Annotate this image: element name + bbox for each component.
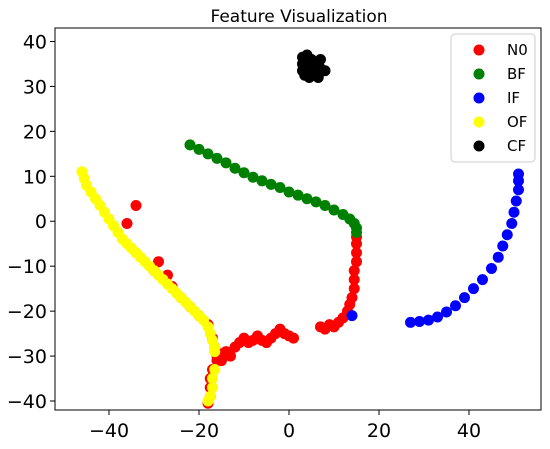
legend: N0 BF IF OF CF [450, 33, 536, 163]
point-n0-45 [346, 292, 358, 304]
y-tick-label: 40 [23, 31, 47, 53]
point-if-0 [346, 310, 358, 322]
point-if-8 [468, 283, 479, 295]
point-if-15 [508, 206, 520, 218]
legend-label-of: OF [507, 113, 527, 131]
point-if-14 [506, 217, 518, 229]
point-if-3 [423, 314, 434, 326]
point-n0-48 [348, 265, 360, 277]
legend-label-cf: CF [507, 137, 526, 155]
point-bf-14 [310, 196, 322, 208]
y-tick-label: 20 [23, 121, 47, 143]
point-if-9 [477, 274, 488, 286]
point-n0-0 [130, 200, 142, 212]
point-of-34 [209, 364, 221, 376]
point-bf-6 [238, 167, 250, 179]
series-n0 [121, 200, 362, 409]
point-bf-16 [328, 204, 340, 216]
y-tick-label: 30 [23, 76, 47, 98]
point-bf-11 [283, 186, 295, 198]
point-n0-17 [225, 350, 236, 362]
x-tick-label: −40 [89, 420, 129, 442]
x-tick-label: 20 [367, 420, 391, 442]
axes: −40 −20 0 20 40 −40 −30 −20 −10 0 10 20 30 40 [7, 31, 481, 442]
chart-title: Feature Visualization [210, 7, 387, 27]
point-if-2 [414, 315, 425, 327]
point-bf-2 [202, 148, 214, 160]
y-tick-label: −30 [7, 346, 47, 368]
y-tick-label: −20 [7, 301, 47, 323]
legend-label-bf: BF [507, 65, 526, 83]
series-cf [297, 49, 331, 83]
point-of-33 [209, 346, 221, 358]
point-bf-4 [220, 157, 232, 169]
series-bf [184, 139, 362, 238]
point-bf-9 [265, 178, 277, 190]
point-of-38 [202, 395, 214, 407]
point-if-16 [510, 195, 522, 207]
plot-area-frame [54, 27, 542, 411]
point-n0-47 [348, 274, 360, 286]
legend-marker-of [473, 116, 485, 128]
point-bf-3 [211, 152, 223, 164]
point-if-10 [486, 262, 497, 274]
legend-label-if: IF [507, 89, 520, 107]
point-n0-31 [288, 332, 299, 344]
x-tick-label: 40 [457, 420, 481, 442]
point-n0-15 [216, 355, 227, 367]
point-of-36 [207, 382, 218, 394]
point-bf-12 [292, 189, 304, 201]
point-bf-1 [193, 143, 205, 155]
point-if-7 [459, 292, 470, 304]
legend-marker-cf [473, 140, 485, 152]
point-n0-46 [348, 283, 360, 295]
point-if-12 [497, 240, 509, 252]
point-if-5 [441, 306, 452, 318]
y-tick-label: −10 [7, 256, 47, 278]
point-of-35 [207, 373, 218, 385]
legend-label-n0: N0 [507, 41, 528, 59]
point-bf-10 [274, 182, 286, 194]
point-bf-15 [319, 200, 331, 212]
legend-marker-bf [473, 68, 485, 80]
point-n0-50 [351, 247, 362, 259]
point-if-17 [513, 184, 524, 196]
point-bf-21 [351, 226, 362, 238]
point-bf-7 [247, 171, 259, 183]
x-tick-label: 0 [283, 420, 295, 442]
point-n0-2 [153, 256, 164, 268]
y-tick-label: 10 [23, 166, 47, 188]
point-bf-0 [184, 139, 196, 151]
point-if-19 [513, 168, 524, 180]
legend-marker-n0 [473, 44, 485, 56]
point-if-13 [501, 229, 513, 241]
point-cf-14 [312, 71, 324, 83]
legend-box [450, 33, 536, 163]
point-n0-49 [351, 256, 362, 268]
point-if-6 [450, 300, 461, 312]
point-bf-5 [229, 162, 241, 174]
series-of [76, 166, 221, 407]
point-if-4 [432, 311, 443, 323]
point-cf-15 [297, 65, 308, 77]
point-cf-4 [315, 53, 326, 65]
point-bf-8 [256, 175, 268, 187]
y-tick-label: −40 [7, 391, 47, 413]
point-n0-1 [121, 217, 133, 229]
point-bf-13 [301, 193, 313, 205]
legend-marker-if [473, 92, 485, 104]
x-tick-label: −20 [179, 420, 219, 442]
point-if-11 [492, 251, 504, 263]
series-if [346, 168, 524, 328]
point-cf-10 [319, 65, 331, 77]
point-if-1 [405, 316, 416, 328]
y-tick-label: 0 [35, 211, 47, 233]
scatter-points [76, 49, 524, 409]
